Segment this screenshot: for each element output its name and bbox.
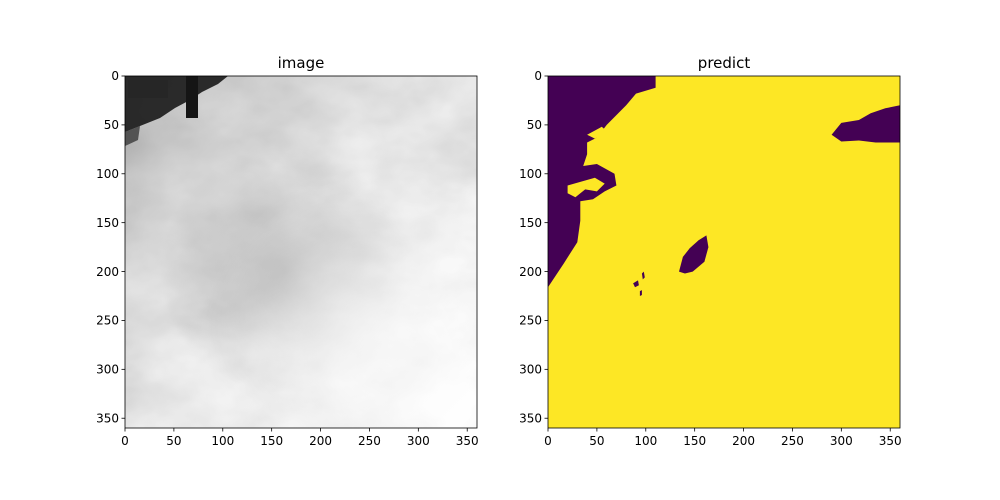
predict-ticks: 0 50 100 150 200 250 300 3500501001502002503003…	[519, 69, 902, 448]
cloud-inlet-patch	[567, 177, 605, 198]
y-tick-label: 150	[96, 216, 119, 230]
predict-title: predict	[698, 54, 751, 72]
x-tick-label: 250	[358, 434, 381, 448]
x-tick-label: 50	[589, 434, 604, 448]
y-tick-label: 250	[519, 314, 542, 328]
x-tick-label: 350	[879, 434, 902, 448]
image-ticks: 0 50 100 150 200 250 300 3500501001502002503003…	[96, 69, 479, 448]
x-tick-label: 300	[830, 434, 853, 448]
background-speck	[639, 290, 642, 296]
x-tick-label: 0	[121, 434, 129, 448]
x-tick-label: 350	[456, 434, 479, 448]
x-tick-label: 0	[544, 434, 552, 448]
background-region-center	[679, 235, 709, 274]
image-title: image	[278, 54, 325, 72]
x-tick-label: 150	[683, 434, 706, 448]
y-tick-label: 0	[111, 69, 119, 83]
y-tick-label: 300	[519, 363, 542, 377]
y-tick-label: 350	[96, 411, 119, 425]
background-speck	[641, 271, 645, 280]
y-tick-label: 350	[519, 411, 542, 425]
x-tick-label: 250	[781, 434, 804, 448]
background-region-right	[831, 105, 900, 143]
predict-panel: 0 50 100 150 200 250 300 3500501001502002503003…	[519, 54, 902, 448]
x-tick-label: 150	[260, 434, 283, 448]
y-tick-label: 0	[534, 69, 542, 83]
y-tick-label: 250	[96, 314, 119, 328]
x-tick-label: 100	[211, 434, 234, 448]
rooftop-obstruction	[125, 76, 228, 146]
y-tick-label: 100	[96, 167, 119, 181]
x-tick-label: 200	[732, 434, 755, 448]
y-tick-label: 150	[519, 216, 542, 230]
cloud-inlet-patch	[587, 126, 609, 139]
predict-axes-frame	[547, 75, 901, 429]
x-tick-label: 200	[309, 434, 332, 448]
y-tick-label: 200	[519, 265, 542, 279]
image-photo	[125, 76, 477, 428]
background-region-upper-left	[548, 76, 656, 288]
y-tick-label: 50	[527, 118, 542, 132]
y-tick-label: 50	[104, 118, 119, 132]
image-panel: 0 50 100 150 200 250 300 3500501001502002503003…	[96, 54, 479, 448]
background-speck	[633, 280, 639, 288]
x-tick-label: 50	[166, 434, 181, 448]
y-tick-label: 200	[96, 265, 119, 279]
image-axes-frame	[124, 75, 478, 429]
x-tick-label: 100	[634, 434, 657, 448]
y-tick-label: 100	[519, 167, 542, 181]
y-tick-label: 300	[96, 363, 119, 377]
predict-background-regions	[548, 76, 900, 296]
x-tick-label: 300	[407, 434, 430, 448]
